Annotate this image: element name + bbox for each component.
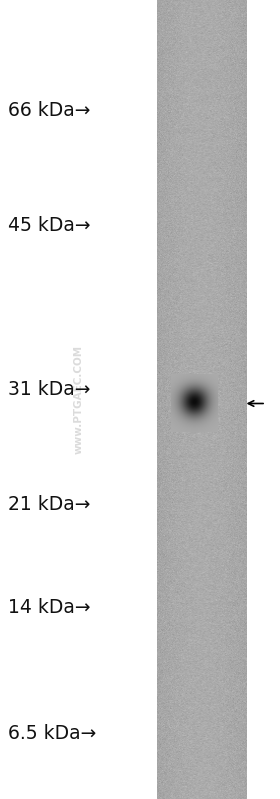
Text: 6.5 kDa→: 6.5 kDa→	[8, 724, 97, 743]
Text: 31 kDa→: 31 kDa→	[8, 380, 91, 400]
Text: 66 kDa→: 66 kDa→	[8, 101, 91, 120]
Text: 45 kDa→: 45 kDa→	[8, 216, 91, 235]
Text: www.PTGAEC.COM: www.PTGAEC.COM	[73, 345, 83, 454]
Text: 21 kDa→: 21 kDa→	[8, 495, 91, 515]
Text: 14 kDa→: 14 kDa→	[8, 598, 91, 617]
